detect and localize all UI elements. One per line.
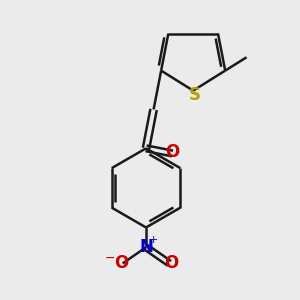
Text: O: O: [114, 254, 128, 272]
Text: O: O: [164, 254, 178, 272]
Text: S: S: [189, 86, 201, 104]
Text: −: −: [105, 251, 115, 265]
Text: +: +: [149, 236, 159, 245]
Text: N: N: [139, 238, 153, 256]
Text: O: O: [165, 143, 179, 161]
